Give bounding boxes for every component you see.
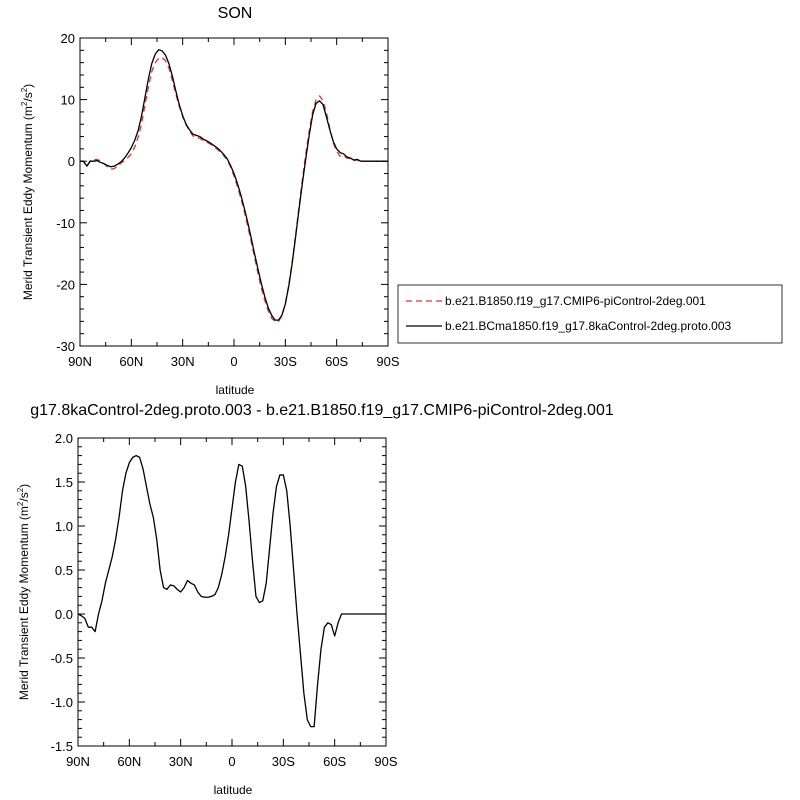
bottom-y-label-mid: /s [17,492,31,501]
top-y-tick-label-5: 20 [61,31,75,46]
bottom-y-tick-label-3: 0.0 [55,607,73,622]
bottom-series-line-0 [77,454,386,728]
bottom-chart: g17.8kaControl-2deg.proto.003 - b.e21.B1… [16,402,614,797]
bottom-y-label-sup1: 2 [16,501,25,506]
top-x-tick-label-2: 30N [171,354,195,369]
top-x-tick-label-5: 60S [325,354,348,369]
legend: b.e21.B1850.f19_g17.CMIP6-piControl-2deg… [397,284,783,344]
bottom-x-tick-label-6: 90S [374,754,397,769]
top-y-label-mid: /s [21,92,35,101]
bottom-y-tick-label-1: -1.0 [51,695,73,710]
top-y-tick-label-3: 0 [68,154,75,169]
bottom-y-label-end: ) [17,484,31,488]
top-x-tick-label-4: 30S [274,354,297,369]
top-x-tick-label-6: 90S [376,354,399,369]
bottom-y-tick-label-5: 1.0 [55,519,73,534]
top-y-label-end: ) [21,84,35,88]
top-x-axis-title: latitude [216,383,255,397]
bottom-x-tick-label-4: 30S [272,754,295,769]
top-y-tick-label-0: -30 [56,339,75,354]
top-series-line-0 [80,57,388,323]
bottom-y-label-main: Merid Transient Eddy Momentum (m [17,506,31,700]
legend-label-8kaControl: b.e21.BCma1850.f19_g17.8kaControl-2deg.p… [445,319,732,333]
bottom-x-tick-label-1: 60N [117,754,141,769]
top-y-label-sup2: 2 [20,87,29,92]
top-y-tick-label-4: 10 [61,93,75,108]
bottom-y-tick-label-2: -0.5 [51,651,73,666]
legend-label-piControl: b.e21.B1850.f19_g17.CMIP6-piControl-2deg… [445,294,706,308]
bottom-y-tick-label-0: -1.5 [51,739,73,754]
bottom-plot-area: 90N 60N 30N 0 30S 60S 90S -1.5 -1.0 -0.5 0.0 0.5 1.0… [51,431,398,769]
bottom-x-tick-label-3: 0 [228,754,235,769]
top-chart-title: SON [218,5,253,22]
bottom-x-axis-title: latitude [214,783,253,797]
bottom-x-tick-label-2: 30N [169,754,193,769]
bottom-chart-title: g17.8kaControl-2deg.proto.003 - b.e21.B1… [30,402,614,419]
top-plot-area: 90N 60N 30N 0 30S 60S 90S -30 -20 -10 0 10 20 [56,31,400,369]
bottom-x-tick-label-5: 60S [323,754,346,769]
top-x-tick-label-0: 90N [68,354,92,369]
top-y-tick-label-2: -10 [56,216,75,231]
bottom-y-tick-label-7: 2.0 [55,431,73,446]
bottom-x-tick-label-0: 90N [66,754,90,769]
top-y-label-sup1: 2 [20,101,29,106]
top-x-tick-label-3: 0 [230,354,237,369]
bottom-y-axis-title: Merid Transient Eddy Momentum (m2/s2) [16,484,31,700]
top-x-tick-label-1: 60N [119,354,143,369]
top-series-line-1 [80,49,388,321]
top-y-label-main: Merid Transient Eddy Momentum (m [21,106,35,300]
bottom-y-label-sup2: 2 [16,487,25,492]
top-y-tick-label-1: -20 [56,277,75,292]
top-chart: SON 90N 60N 30N 0 30S 60S 90S -30 -20 -10 0 10 20 la… [20,5,783,397]
bottom-y-tick-label-6: 1.5 [55,475,73,490]
top-plot-frame [79,37,389,347]
top-y-axis-title: Merid Transient Eddy Momentum (m2/s2) [20,84,35,300]
bottom-y-tick-label-4: 0.5 [55,563,73,578]
legend-box [397,284,783,344]
